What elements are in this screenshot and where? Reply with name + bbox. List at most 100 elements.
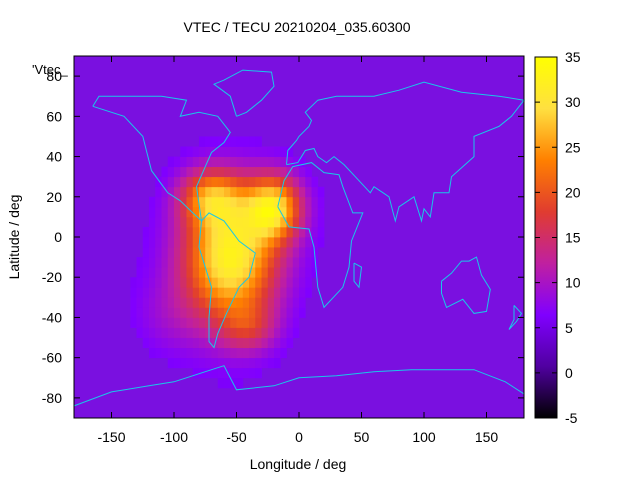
heatmap-cell: [205, 176, 212, 188]
heatmap-cell: [267, 247, 275, 258]
heatmap-cell: [211, 196, 219, 208]
heatmap-cell: [167, 216, 175, 228]
heatmap-cell: [211, 267, 219, 278]
heatmap-cell: [249, 196, 256, 208]
heatmap-cell: [230, 216, 237, 228]
heatmap-cell: [230, 297, 237, 308]
heatmap-cell: [261, 206, 269, 218]
heatmap-cell: [217, 136, 225, 147]
heatmap-cell: [230, 237, 237, 248]
heatmap-cell: [230, 166, 237, 178]
heatmap-cell: [199, 317, 206, 328]
heatmap-cell: [174, 226, 181, 238]
heatmap-cell: [199, 226, 206, 238]
heatmap-cell: [249, 337, 256, 349]
heatmap-cell: [242, 186, 250, 198]
heatmap-cell: [299, 176, 306, 188]
heatmap-cell: [274, 287, 281, 298]
heatmap-cell: [280, 267, 287, 278]
colorbar-tick-label: 0: [565, 365, 573, 381]
heatmap-cell: [274, 337, 281, 349]
heatmap-cell: [236, 307, 244, 318]
heatmap-cell: [199, 307, 206, 318]
heatmap-cell: [317, 206, 325, 218]
heatmap-cell: [274, 176, 281, 188]
heatmap-cell: [192, 166, 200, 178]
heatmap-cell: [261, 146, 269, 157]
heatmap-cell: [130, 317, 137, 328]
heatmap-cell: [186, 317, 194, 328]
heatmap-cell: [261, 166, 269, 178]
heatmap-cell: [230, 206, 237, 218]
heatmap-cell: [142, 307, 150, 318]
heatmap-cell: [267, 287, 275, 298]
heatmap-cell: [136, 327, 144, 338]
heatmap-cell: [180, 176, 187, 188]
heatmap-cell: [192, 277, 200, 288]
heatmap-cell: [274, 216, 281, 228]
heatmap-cell: [186, 337, 194, 349]
heatmap-cell: [292, 206, 300, 218]
heatmap-cell: [317, 237, 325, 248]
coastline-north-america: [92, 95, 231, 223]
heatmap-cell: [299, 277, 306, 288]
heatmap-cell: [142, 297, 150, 308]
heatmap-cell: [261, 297, 269, 308]
heatmap-cell: [261, 337, 269, 349]
heatmap-cell: [174, 257, 181, 268]
heatmap-cell: [224, 267, 231, 278]
heatmap-cell: [205, 206, 212, 218]
heatmap-cell: [205, 297, 212, 308]
heatmap-cell: [217, 156, 225, 168]
heatmap-cell: [205, 367, 212, 379]
heatmap-cell: [205, 357, 212, 369]
heatmap-cell: [267, 267, 275, 278]
heatmap-cell: [167, 317, 175, 328]
heatmap-cell: [199, 237, 206, 248]
heatmap-cell: [292, 247, 300, 258]
heatmap-cell: [230, 186, 237, 198]
heatmap-cell: [267, 357, 275, 369]
heatmap-cell: [255, 166, 262, 178]
heatmap-cell: [249, 317, 256, 328]
x-axis-label: Longitude / deg: [250, 456, 347, 472]
heatmap-cell: [161, 317, 169, 328]
heatmap-cell: [211, 257, 219, 268]
heatmap-cell: [217, 297, 225, 308]
heatmap-cell: [299, 237, 306, 248]
heatmap-cell: [161, 166, 169, 178]
heatmap-cell: [211, 146, 219, 157]
heatmap-cell: [255, 267, 262, 278]
heatmap-cell: [242, 367, 250, 379]
y-tick-label: 20: [46, 189, 62, 205]
heatmap-cell: [149, 317, 156, 328]
heatmap-cell: [192, 257, 200, 268]
coastline-greenland: [212, 69, 275, 117]
heatmap-cell: [286, 176, 294, 188]
colorbar-tick-label: 5: [565, 320, 573, 336]
heatmap-cell: [299, 297, 306, 308]
heatmap-cell: [242, 247, 250, 258]
heatmap-cell: [167, 176, 175, 188]
heatmap-cell: [280, 307, 287, 318]
heatmap-cell: [224, 216, 231, 228]
heatmap-cell: [192, 226, 200, 238]
heatmap-cell: [142, 277, 150, 288]
heatmap-cell: [192, 267, 200, 278]
heatmap-cell: [261, 216, 269, 228]
heatmap-cell: [317, 196, 325, 208]
heatmap-cell: [299, 166, 306, 178]
heatmap-cell: [192, 297, 200, 308]
heatmap-cell: [186, 166, 194, 178]
legend-key: 'Vtec_: [32, 62, 68, 77]
heatmap-cell: [217, 216, 225, 228]
heatmap-cell: [242, 297, 250, 308]
heatmap-cell: [299, 247, 306, 258]
heatmap-cell: [230, 156, 237, 168]
heatmap-cell: [186, 297, 194, 308]
heatmap-cell: [236, 337, 244, 349]
heatmap-cell: [249, 347, 256, 359]
heatmap-cell: [274, 257, 281, 268]
heatmap-cell: [261, 196, 269, 208]
heatmap-cell: [180, 357, 187, 369]
